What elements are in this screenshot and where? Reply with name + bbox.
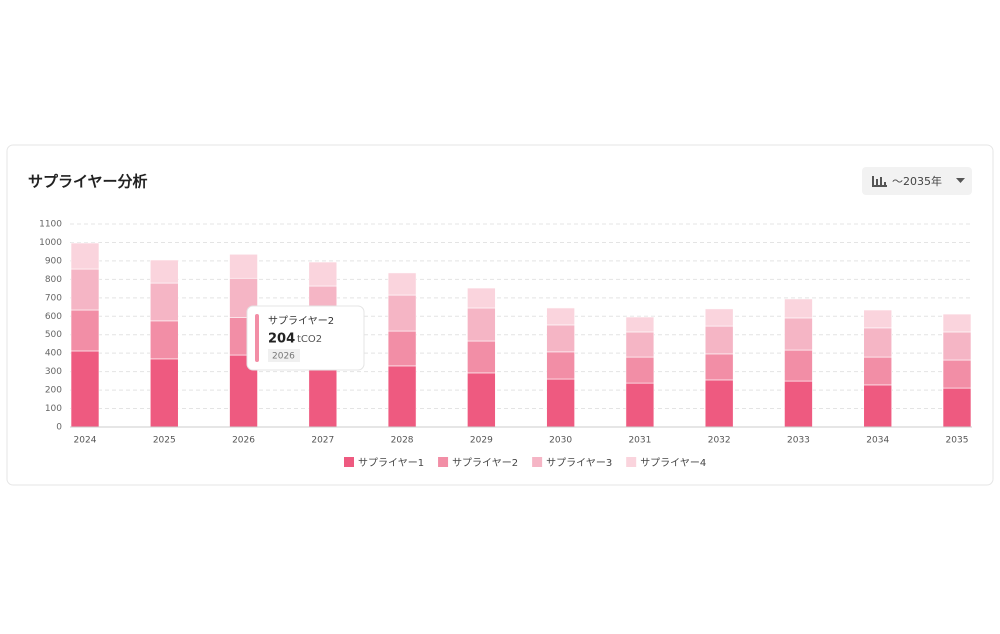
legend-label: サプライヤー2 [452,457,518,469]
x-tick-label: 2026 [232,436,255,446]
tooltip-category-bg [268,349,300,362]
bar-segment [387,294,417,332]
legend-swatch [532,457,543,467]
bar-segment [467,287,496,309]
legend-label: サプライヤー4 [640,457,706,469]
range-dropdown[interactable]: 〜2035年 [862,167,972,195]
bar-segment [70,268,100,311]
bar-segment [467,372,496,428]
x-tick-label: 2030 [549,436,572,446]
y-tick-label: 1000 [39,238,62,248]
y-tick-label: 200 [45,386,62,396]
bar-segment [149,358,179,428]
bar-segment [308,365,338,428]
bar-segment [70,242,100,270]
bar-segment [467,307,496,342]
bar-segment [387,365,417,428]
legend-swatch [626,457,637,467]
bar-segment [546,307,575,326]
tooltip-unit: tCO2 [297,334,322,345]
y-tick-label: 0 [56,423,62,433]
legend-label: サプライヤー1 [358,457,424,469]
tooltip-swatch [255,314,259,362]
x-tick-label: 2035 [946,436,969,446]
tooltip: サプライヤー2 204 tCO2 2026 [246,305,365,371]
bar-segment [467,340,496,374]
chart-icon [872,176,887,187]
bar-segment [704,353,734,381]
bar-segment [70,309,100,352]
bar-segment [704,379,734,428]
bar-segment [942,331,972,361]
bar-segment [704,308,734,327]
y-tick-label: 1100 [39,220,62,230]
bar-segment [784,317,813,351]
x-tick-label: 2031 [628,436,651,446]
dropdown-label: 〜2035年 [892,174,942,188]
bar-segment [149,320,179,360]
bar-segment [546,351,575,380]
y-tick-label: 700 [45,293,62,303]
legend-label: サプライヤー3 [546,457,612,469]
bar-segment [546,324,575,353]
bar-segment [546,378,575,428]
x-tick-label: 2032 [708,436,731,446]
x-tick-label: 2024 [74,436,97,446]
y-tick-label: 300 [45,367,62,377]
bar-segment [942,313,972,333]
bar-segment [942,387,972,428]
x-tick-label: 2028 [391,436,414,446]
dropdown-box[interactable] [862,167,972,195]
tooltip-value: 204 [268,332,295,347]
bar-segment [625,316,655,333]
bar-segment [784,349,813,382]
bar-segment [625,356,655,384]
bar-segment [308,261,338,287]
x-tick-label: 2034 [866,436,889,446]
bar-segment [863,356,893,386]
bar-segment [387,272,417,296]
bar-segment [784,298,813,319]
bar-segment [863,327,893,358]
legend-swatch [438,457,449,467]
dropdown-arrow [956,178,965,183]
bar-segment [784,380,813,428]
legend-swatch [344,457,354,467]
bar-segment [70,350,100,428]
bar-segment [149,282,179,322]
x-tick-label: 2027 [311,436,334,446]
bar-segment [229,253,258,279]
y-tick-label: 900 [45,256,62,266]
bar-segment [704,325,734,355]
bar-segment [863,309,893,329]
card-title: サプライヤー分析 [28,173,148,191]
y-tick-label: 400 [45,349,62,359]
x-tick-label: 2029 [470,436,493,446]
bar-segment [387,330,417,367]
y-tick-label: 600 [45,312,62,322]
x-tick-label: 2033 [787,436,810,446]
y-tick-label: 500 [45,330,62,340]
bar-segment [625,382,655,428]
tooltip-series: サプライヤー2 [268,315,334,327]
bar-segment [942,359,972,389]
y-tick-label: 100 [45,404,62,414]
y-tick-label: 800 [45,275,62,285]
tooltip-category: 2026 [272,352,295,362]
bar-segment [149,259,179,284]
bar-segment [625,331,655,358]
x-tick-label: 2025 [153,436,176,446]
bar-segment [863,384,893,428]
